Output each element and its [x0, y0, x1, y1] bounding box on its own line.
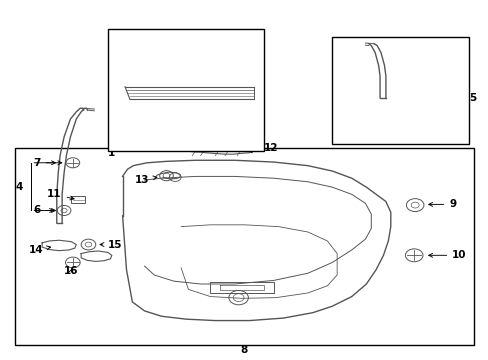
Text: 1: 1: [108, 148, 115, 158]
Text: 14: 14: [29, 245, 51, 255]
Text: 7: 7: [33, 158, 61, 168]
Bar: [108, 30, 264, 151]
Text: 7: 7: [410, 56, 424, 66]
Text: 2: 2: [114, 76, 125, 86]
Text: 6: 6: [33, 206, 53, 216]
Text: 4: 4: [16, 182, 23, 192]
Text: 3: 3: [164, 66, 175, 76]
Text: 10: 10: [428, 250, 466, 260]
Text: 9: 9: [428, 199, 455, 210]
Text: 12: 12: [248, 143, 278, 153]
Bar: [15, 148, 473, 345]
Text: 15: 15: [100, 239, 122, 249]
Text: 11: 11: [47, 189, 74, 200]
Text: 5: 5: [391, 93, 475, 103]
Bar: [71, 196, 85, 203]
Text: 8: 8: [241, 345, 247, 355]
Bar: [331, 37, 468, 144]
Text: 6: 6: [400, 83, 424, 93]
Text: 16: 16: [64, 266, 79, 276]
Text: 13: 13: [135, 175, 157, 185]
